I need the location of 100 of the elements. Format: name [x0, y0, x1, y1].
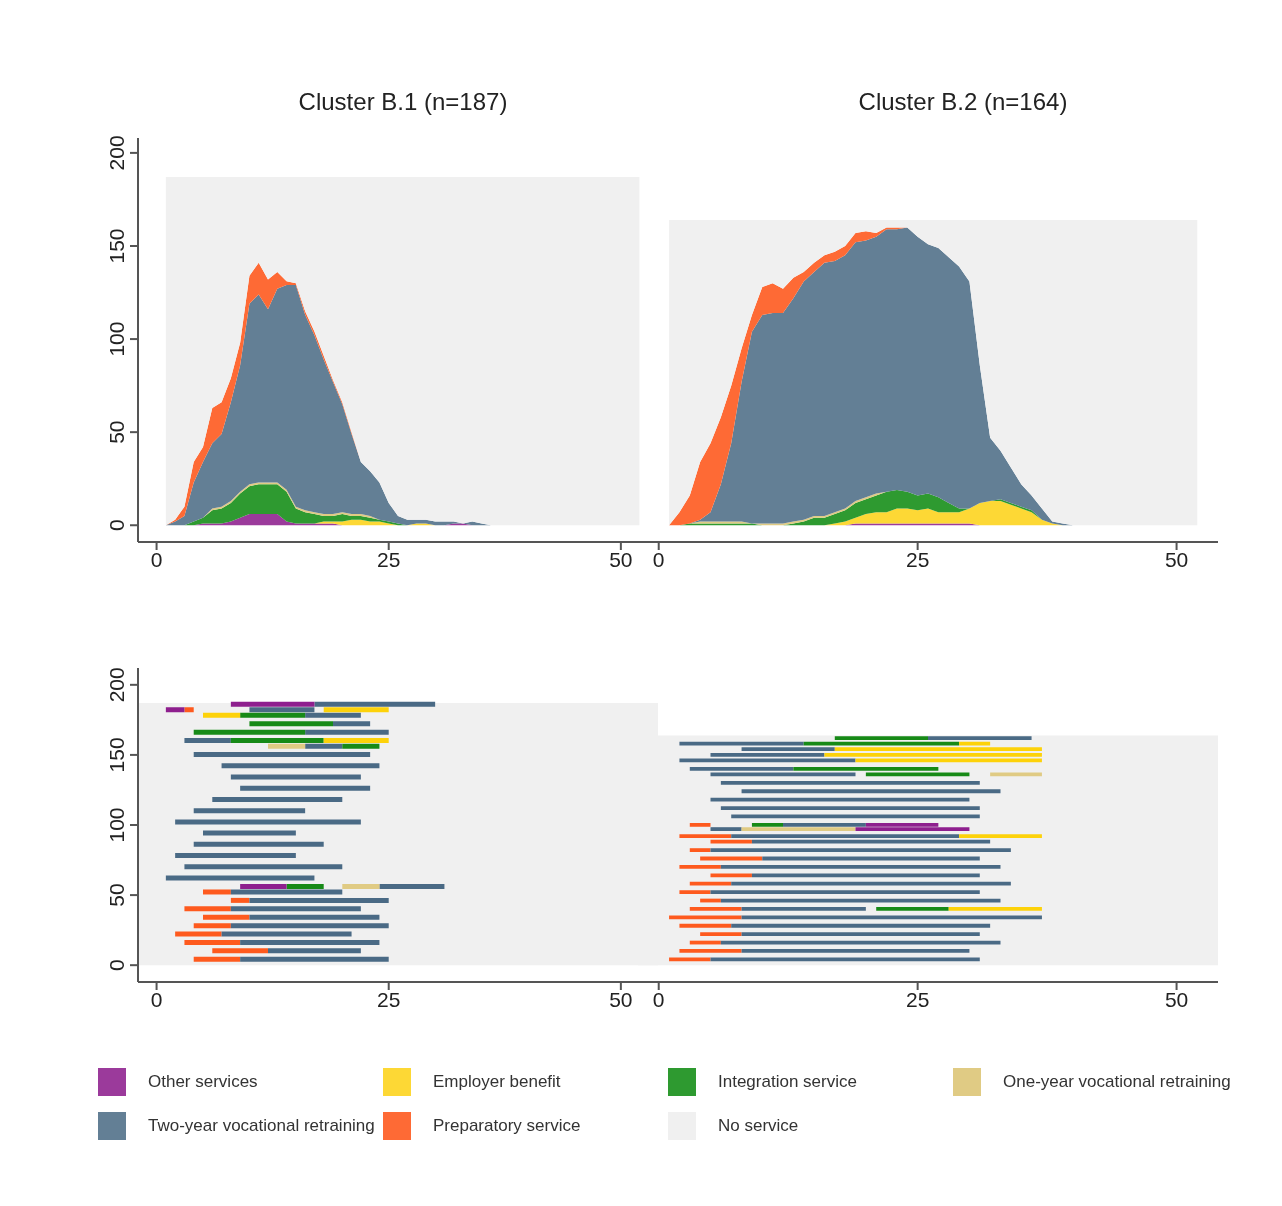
x-tick-label: 50 — [609, 547, 633, 571]
bar — [305, 743, 343, 749]
y-tick-label: 50 — [105, 883, 128, 907]
bar — [710, 752, 825, 757]
bar — [230, 774, 361, 780]
bar — [710, 890, 980, 895]
y-tick-label: 200 — [105, 667, 128, 703]
bar — [948, 907, 1042, 911]
x-tick-label: 0 — [652, 547, 665, 571]
legend-label: Employer benefit — [433, 1072, 561, 1092]
legend-label: Integration service — [718, 1072, 857, 1092]
bar — [203, 712, 241, 718]
bar — [741, 907, 866, 911]
bar — [679, 865, 721, 869]
bar — [175, 931, 222, 937]
bar — [240, 712, 306, 718]
y-tick-label: 150 — [105, 228, 128, 264]
bar — [959, 834, 1042, 838]
bar — [741, 915, 1042, 920]
bar — [193, 956, 241, 962]
bar — [342, 743, 380, 749]
bar — [741, 932, 980, 937]
bar — [700, 932, 742, 937]
bar — [710, 848, 1011, 852]
bar — [240, 956, 389, 962]
bar — [193, 923, 231, 929]
bar — [203, 889, 231, 895]
bar — [720, 780, 980, 785]
bar — [184, 906, 231, 912]
bar — [240, 939, 380, 945]
x-tick-label: 25 — [377, 547, 401, 571]
bar — [286, 883, 324, 889]
bar — [741, 789, 1001, 794]
bar — [679, 923, 732, 928]
bar — [689, 907, 742, 911]
bar — [751, 873, 980, 878]
bar — [731, 834, 960, 838]
bar — [175, 819, 361, 825]
bar — [314, 701, 436, 707]
bar — [720, 806, 980, 810]
bar — [669, 915, 742, 920]
bar — [679, 890, 711, 895]
y-tick-label: 100 — [105, 321, 128, 357]
bar — [203, 914, 250, 920]
bar — [230, 738, 324, 744]
y-tick-label: 200 — [105, 135, 128, 171]
bar — [268, 948, 361, 954]
bar — [803, 741, 960, 746]
bar — [230, 889, 343, 895]
bar — [710, 873, 752, 878]
bar — [230, 701, 315, 707]
y-tick-label: 50 — [105, 420, 128, 444]
chart-title: Cluster B.1 (n=187) — [297, 88, 509, 117]
x-tick-label: 25 — [377, 987, 401, 1011]
bar — [783, 822, 866, 827]
y-tick-label: 150 — [105, 737, 128, 773]
y-tick-label: 100 — [105, 807, 128, 843]
bar — [230, 923, 389, 929]
legend-label: No service — [718, 1116, 799, 1136]
bar — [212, 948, 268, 954]
bar — [230, 897, 250, 903]
bar — [184, 707, 194, 713]
bar — [876, 907, 949, 911]
bar — [323, 707, 389, 713]
bar — [305, 729, 389, 735]
bar — [323, 738, 389, 744]
bar — [793, 766, 939, 771]
bar — [824, 752, 1042, 757]
bar — [184, 939, 241, 945]
bar — [689, 881, 732, 886]
legend-label: Two-year vocational retraining — [148, 1116, 375, 1136]
x-tick-label: 50 — [609, 987, 633, 1011]
bar — [741, 949, 970, 953]
bar — [710, 957, 980, 962]
x-tick-label: 0 — [652, 987, 665, 1011]
bar — [203, 830, 296, 836]
y-tick-label: 0 — [105, 959, 128, 972]
bar — [928, 736, 1032, 740]
bar — [230, 906, 361, 912]
bar — [221, 763, 380, 769]
bar — [249, 897, 389, 903]
bar — [193, 808, 306, 814]
bar — [751, 822, 783, 827]
bar — [689, 822, 711, 827]
bar — [193, 841, 324, 847]
bar — [212, 796, 343, 802]
y-tick-label: 0 — [105, 519, 128, 532]
bar — [193, 729, 306, 735]
bar — [751, 839, 991, 844]
legend-label: Other services — [148, 1072, 258, 1092]
bar — [165, 875, 315, 881]
bar — [710, 827, 742, 831]
bar — [710, 797, 970, 802]
bar — [731, 923, 991, 928]
legend-label: Preparatory service — [433, 1116, 581, 1136]
bar — [221, 931, 352, 937]
bar — [689, 766, 794, 771]
bar — [710, 839, 752, 844]
bar — [240, 883, 287, 889]
bar — [720, 865, 1001, 869]
